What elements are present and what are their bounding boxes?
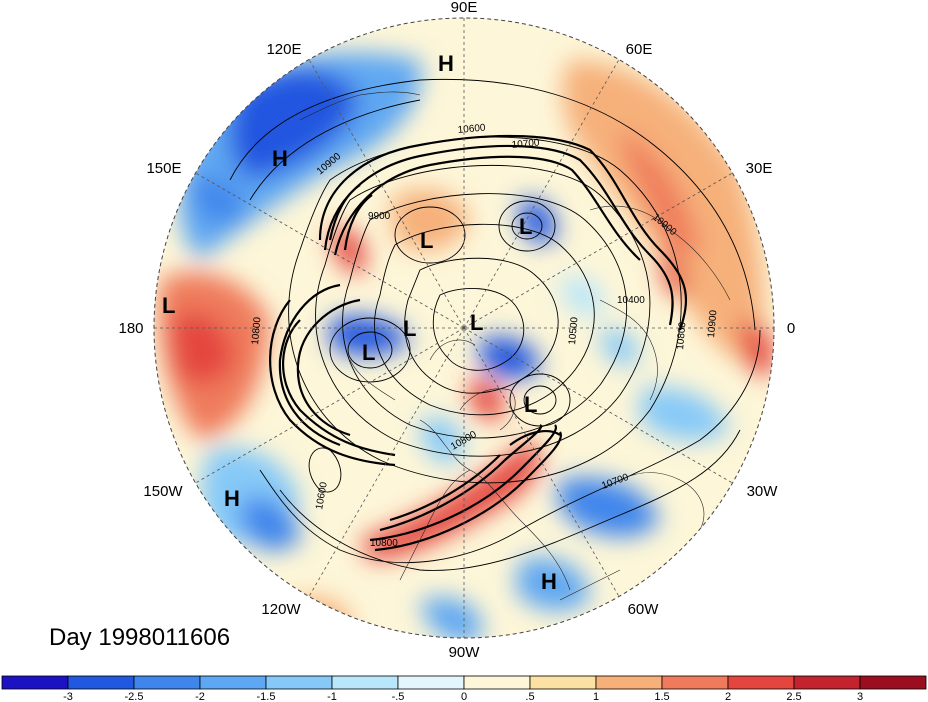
colorbar-tick-label: 3 (857, 691, 863, 702)
low-pressure-marker: L (362, 340, 375, 365)
colorbar-swatch (661, 675, 729, 690)
longitude-label-120e: 120E (266, 41, 301, 58)
colorbar-swatch (67, 675, 135, 690)
longitude-label-150e: 150E (146, 160, 181, 177)
longitude-label-90e: 90E (451, 0, 478, 16)
colorbar-tick-label: 1 (593, 691, 599, 702)
low-pressure-marker: L (519, 214, 532, 239)
contour-label: 10700 (511, 138, 540, 151)
longitude-label-60w: 60W (628, 601, 660, 618)
low-pressure-marker: L (470, 310, 483, 335)
colorbar-swatch (859, 675, 927, 690)
low-pressure-marker: L (162, 293, 175, 318)
longitude-label-30e: 30E (746, 160, 773, 177)
low-pressure-marker: L (403, 316, 416, 341)
colorbar-swatch (265, 675, 333, 690)
height-contours (229, 78, 761, 571)
high-pressure-marker: H (541, 569, 557, 594)
contour-label: 10800 (675, 321, 688, 350)
contour-label: 10600 (457, 123, 486, 136)
colorbar-tick-label: 1.5 (654, 691, 669, 702)
contour-label: 10900 (706, 309, 719, 338)
colorbar-swatch (463, 675, 531, 690)
colorbar-swatch (529, 675, 597, 690)
low-pressure-marker: L (524, 392, 537, 417)
longitude-label-0: 0 (787, 320, 795, 337)
contour-label: 9900 (368, 211, 391, 222)
longitude-labels: 90E 60E 30E 0 30W 60W 90W 120W 150W 180 … (118, 0, 795, 661)
high-pressure-marker: H (224, 486, 240, 511)
colorbar-swatch (1, 675, 69, 690)
colorbar-tick-label: -2.5 (125, 691, 144, 702)
colorbar-swatch (595, 675, 663, 690)
colorbar-tick-label: -.5 (392, 691, 405, 702)
colorbar-swatch (133, 675, 201, 690)
colorbar-tick-label: -3 (63, 691, 73, 702)
colorbar-swatch (199, 675, 267, 690)
map-grid (154, 18, 774, 638)
colorbar-tick-label: -1 (327, 691, 337, 702)
colorbar-tick-label: .5 (525, 691, 534, 702)
map-title: Day 1998011606 (49, 624, 230, 651)
colorbar: -3 -2.5 -2 -1.5 -1 -.5 0 .5 1 1.5 2 2.5 3 (1, 675, 927, 702)
colorbar-tick-label: 2.5 (786, 691, 801, 702)
longitude-label-90w: 90W (449, 644, 481, 661)
colorbar-tick-label: -1.5 (257, 691, 276, 702)
longitude-label-60e: 60E (626, 41, 653, 58)
colorbar-swatch (727, 675, 795, 690)
map-boundary (153, 17, 775, 639)
colorbar-tick-label: 0 (461, 691, 467, 702)
colorbar-tick-label: 2 (725, 691, 731, 702)
contour-label: 10500 (567, 316, 580, 345)
colorbar-tick-label: -2 (195, 691, 205, 702)
contour-label: 10400 (617, 295, 645, 306)
high-pressure-marker: H (438, 51, 454, 76)
colorbar-swatch (793, 675, 861, 690)
longitude-label-120w: 120W (261, 601, 301, 618)
pressure-system-markers: H H L L L L L L L H H (162, 51, 557, 594)
longitude-label-150w: 150W (143, 483, 183, 500)
colorbar-swatch (331, 675, 399, 690)
contour-label: 10600 (314, 481, 330, 511)
longitude-label-180: 180 (118, 320, 143, 337)
colorbar-swatch (397, 675, 465, 690)
high-pressure-marker: H (272, 146, 288, 171)
coastlines (299, 91, 731, 601)
contour-label: 10800 (250, 316, 263, 345)
low-pressure-marker: L (420, 228, 433, 253)
contour-label: 10800 (370, 538, 398, 549)
longitude-label-30w: 30W (747, 483, 779, 500)
